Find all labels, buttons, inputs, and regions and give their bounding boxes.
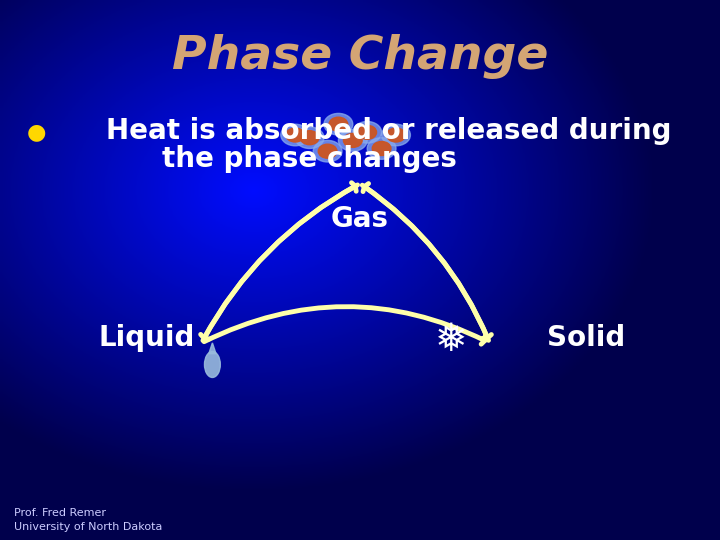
Polygon shape [209, 343, 216, 354]
Text: ❅: ❅ [433, 321, 467, 359]
Text: Heat is absorbed or released during: Heat is absorbed or released during [106, 117, 672, 145]
Text: the phase changes: the phase changes [162, 145, 457, 173]
Circle shape [387, 128, 405, 142]
Text: Liquid: Liquid [98, 323, 194, 352]
Circle shape [318, 144, 337, 158]
Circle shape [343, 133, 362, 147]
Circle shape [353, 122, 382, 143]
Circle shape [329, 117, 348, 131]
Text: ●: ● [27, 122, 45, 143]
Ellipse shape [204, 352, 220, 377]
Text: Prof. Fred Remer: Prof. Fred Remer [14, 508, 107, 518]
Text: Phase Change: Phase Change [172, 34, 548, 79]
Text: Gas: Gas [331, 205, 389, 233]
Text: University of North Dakota: University of North Dakota [14, 522, 163, 532]
Circle shape [281, 124, 310, 146]
Circle shape [286, 128, 305, 142]
Circle shape [367, 138, 396, 159]
Circle shape [324, 113, 353, 135]
Circle shape [382, 124, 410, 146]
Circle shape [358, 125, 377, 139]
Circle shape [300, 131, 319, 145]
Circle shape [338, 130, 367, 151]
Text: Solid: Solid [547, 323, 626, 352]
Circle shape [295, 127, 324, 148]
Circle shape [372, 141, 391, 156]
Circle shape [313, 140, 342, 162]
